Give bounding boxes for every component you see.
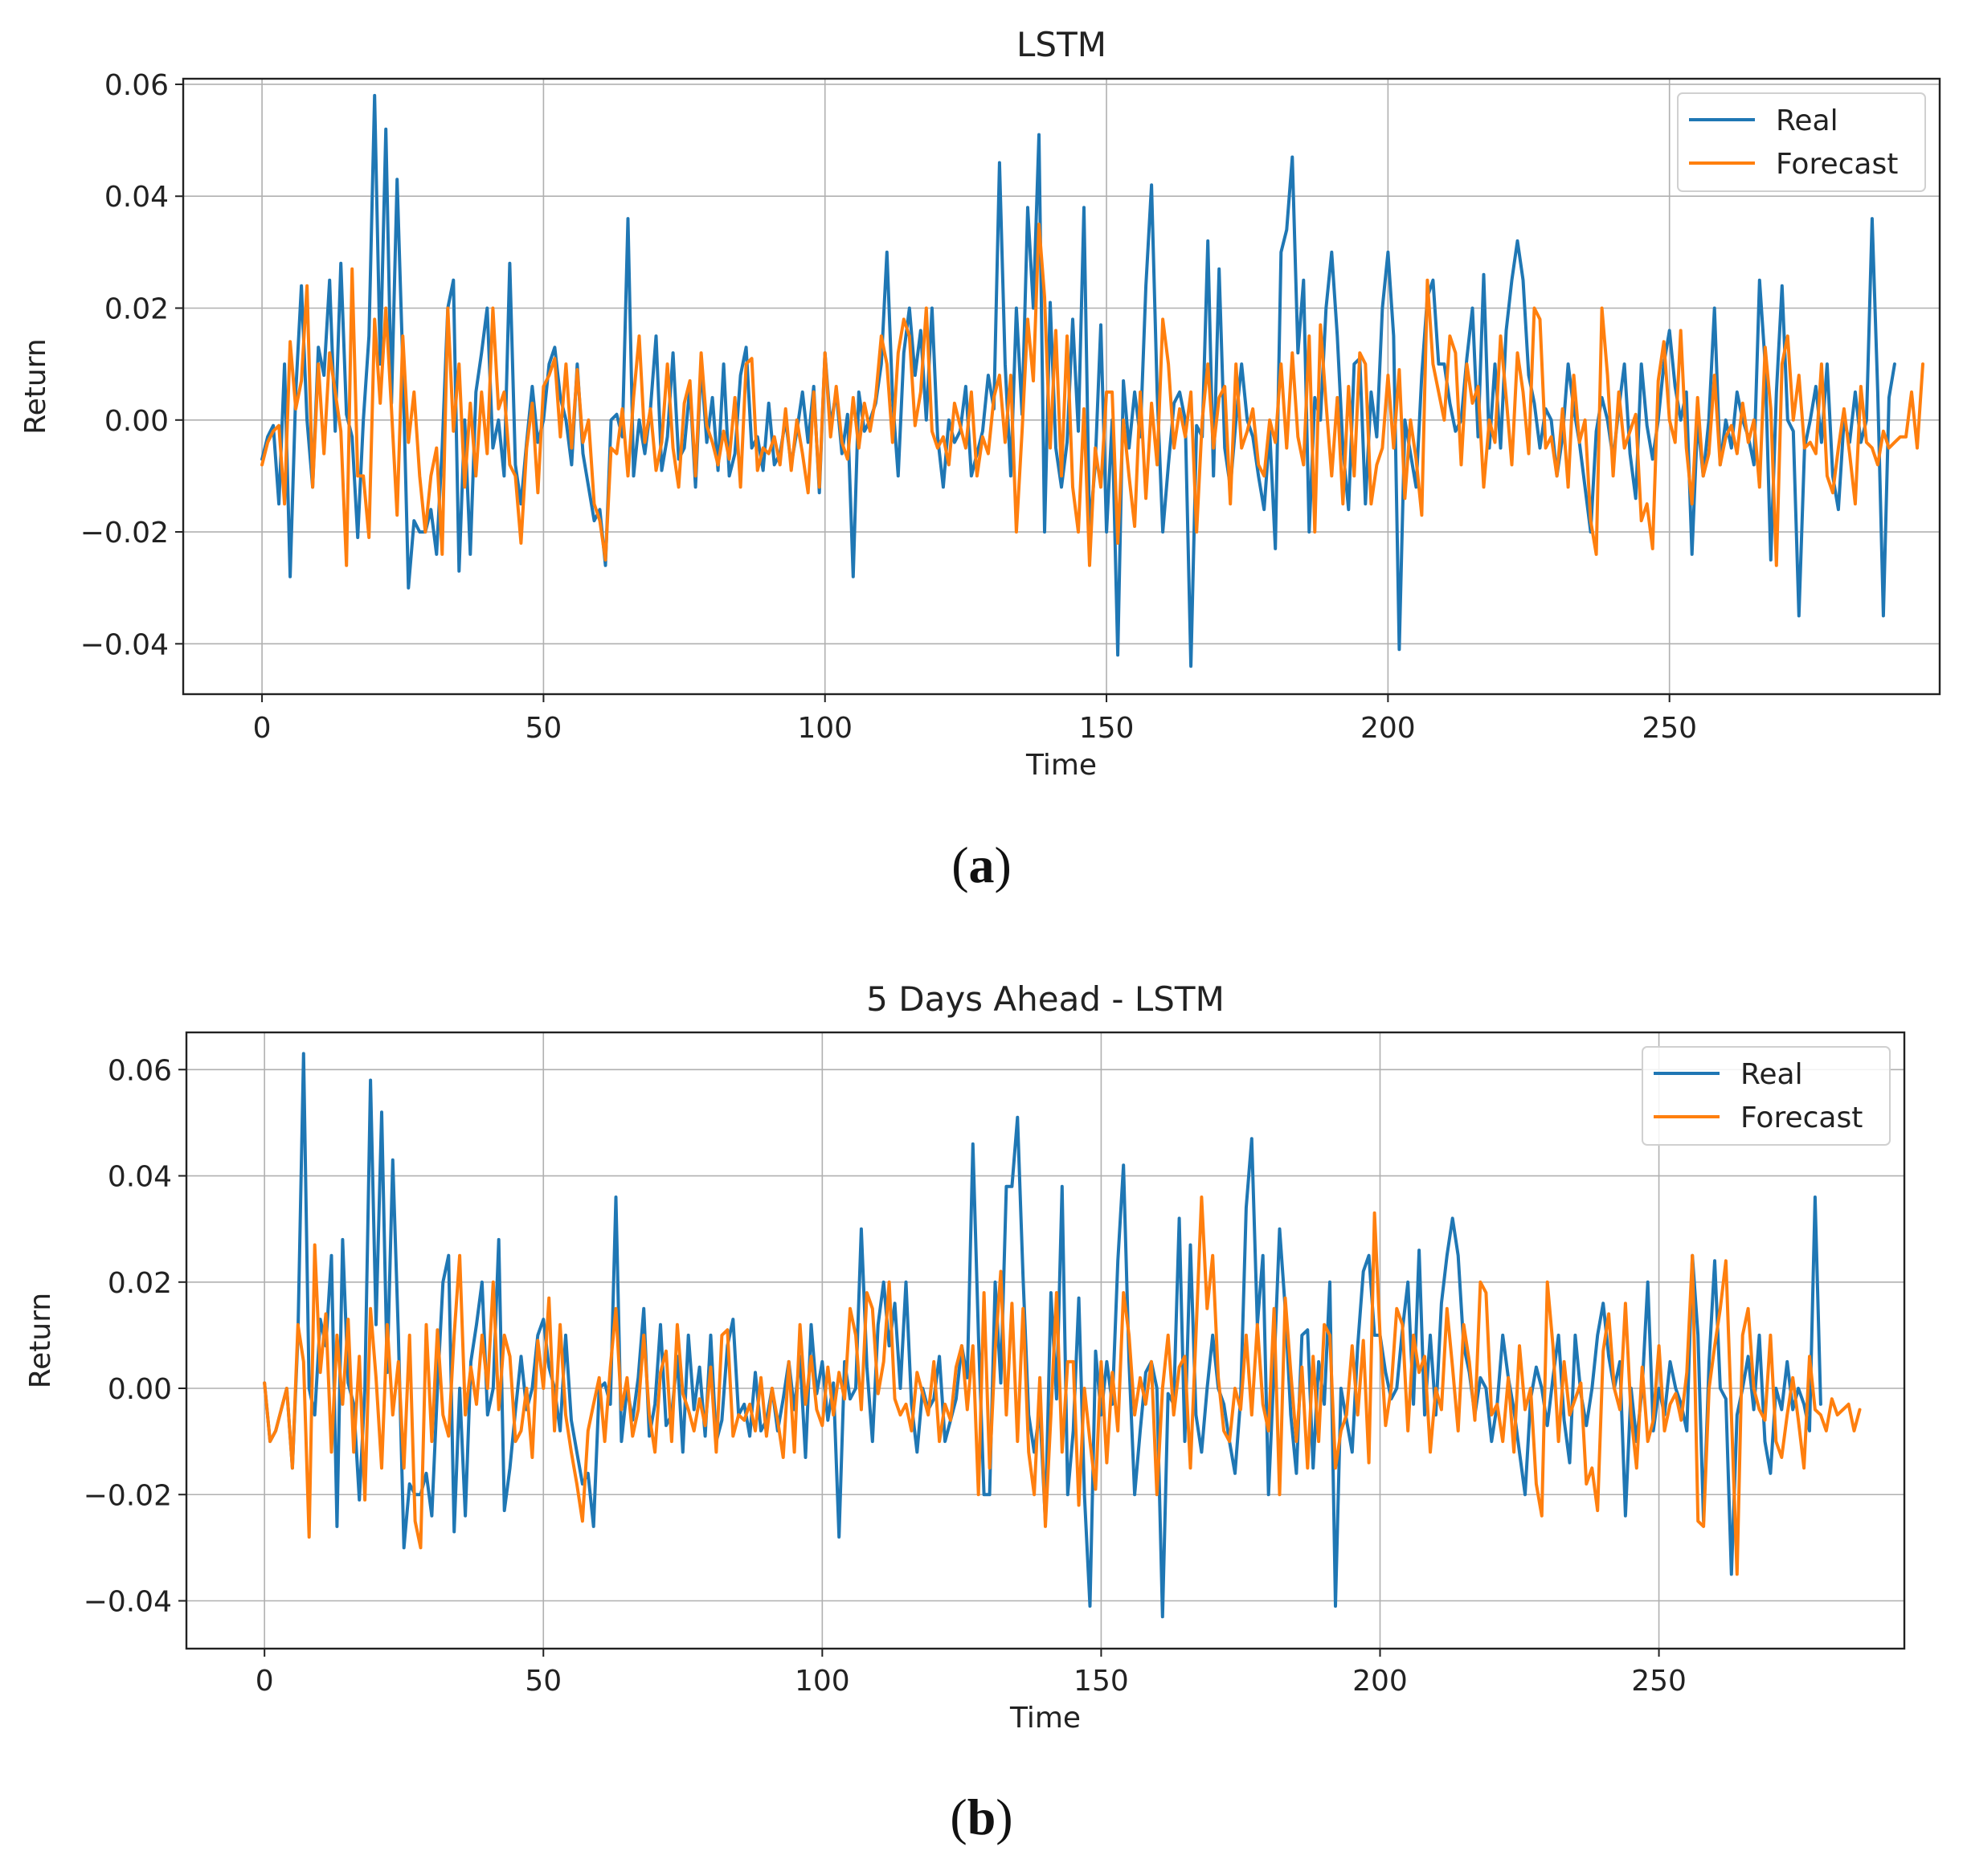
chart-a-xtick-label: 0 xyxy=(253,712,272,745)
chart-a-legend-label-real: Real xyxy=(1776,104,1838,137)
chart-b-xlabel: Time xyxy=(1009,1702,1081,1735)
caption-b: (b) xyxy=(950,1788,1013,1845)
chart-b-ytick-label: 0.04 xyxy=(108,1161,172,1194)
chart-a-ytick-label: 0.02 xyxy=(104,293,169,326)
chart-a-xtick-label: 50 xyxy=(526,712,562,745)
chart-b-ytick-label: 0.06 xyxy=(108,1054,172,1087)
chart-a-frame xyxy=(182,77,1941,696)
chart-a-legend: Real Forecast xyxy=(1677,92,1926,192)
chart-b-series-forecast xyxy=(263,1195,1862,1576)
chart-b-ytick-label: 0.02 xyxy=(108,1267,172,1300)
chart-b-legend: Real Forecast xyxy=(1642,1046,1891,1146)
chart-b-xtick-label: 50 xyxy=(525,1665,562,1698)
chart-b-xtick-label: 150 xyxy=(1074,1665,1129,1698)
chart-b-legend-box xyxy=(1642,1046,1891,1146)
chart-b: 0 50 100 150 200 250 −0.04 −0.02 0.00 0.02 0.04 0.0… xyxy=(24,979,1906,1735)
chart-b-xtick-label: 100 xyxy=(795,1665,850,1698)
chart-a-ytick-label: 0.04 xyxy=(104,181,169,214)
chart-b-xtick-label: 250 xyxy=(1631,1665,1687,1698)
chart-a-series-real xyxy=(260,93,1896,668)
chart-a-xtick-label: 200 xyxy=(1360,712,1416,745)
chart-a-legend-box xyxy=(1677,92,1926,192)
chart-a-legend-label-forecast: Forecast xyxy=(1776,148,1898,181)
chart-b-frame xyxy=(185,1031,1906,1650)
chart-a-ytick-label: 0.06 xyxy=(104,69,169,102)
chart-a-xtick-label: 250 xyxy=(1642,712,1697,745)
chart-b-title: 5 Days Ahead - LSTM xyxy=(866,979,1225,1019)
chart-a-xlabel: Time xyxy=(1025,749,1097,782)
caption-b-letter: b xyxy=(967,1788,996,1845)
chart-a-series-forecast xyxy=(260,223,1924,567)
chart-b-series-real xyxy=(263,1052,1822,1619)
chart-a-ytick-label: −0.02 xyxy=(80,517,169,550)
chart-b-xtick-label: 200 xyxy=(1352,1665,1408,1698)
caption-a-letter: a xyxy=(968,836,995,893)
chart-a-ytick-label: −0.04 xyxy=(80,628,169,661)
chart-a: 0 50 100 150 200 250 −0.04 −0.02 0.00 0.02 0.04 0.0… xyxy=(19,25,1941,782)
chart-a-ylabel: Return xyxy=(19,338,52,434)
chart-a-xtick-label: 100 xyxy=(797,712,853,745)
chart-b-ytick-label: −0.04 xyxy=(84,1585,172,1618)
chart-b-xtick-label: 0 xyxy=(256,1665,274,1698)
chart-b-ytick-label: −0.02 xyxy=(84,1479,172,1512)
chart-a-xtick-label: 150 xyxy=(1079,712,1135,745)
caption-a: (a) xyxy=(951,836,1012,893)
chart-b-ylabel: Return xyxy=(24,1293,57,1388)
chart-b-ytick-label: 0.00 xyxy=(108,1373,172,1406)
chart-a-ytick-label: 0.00 xyxy=(104,405,169,438)
chart-a-title: LSTM xyxy=(1016,25,1106,64)
chart-b-legend-label-real: Real xyxy=(1740,1058,1803,1091)
chart-b-legend-label-forecast: Forecast xyxy=(1740,1101,1863,1134)
